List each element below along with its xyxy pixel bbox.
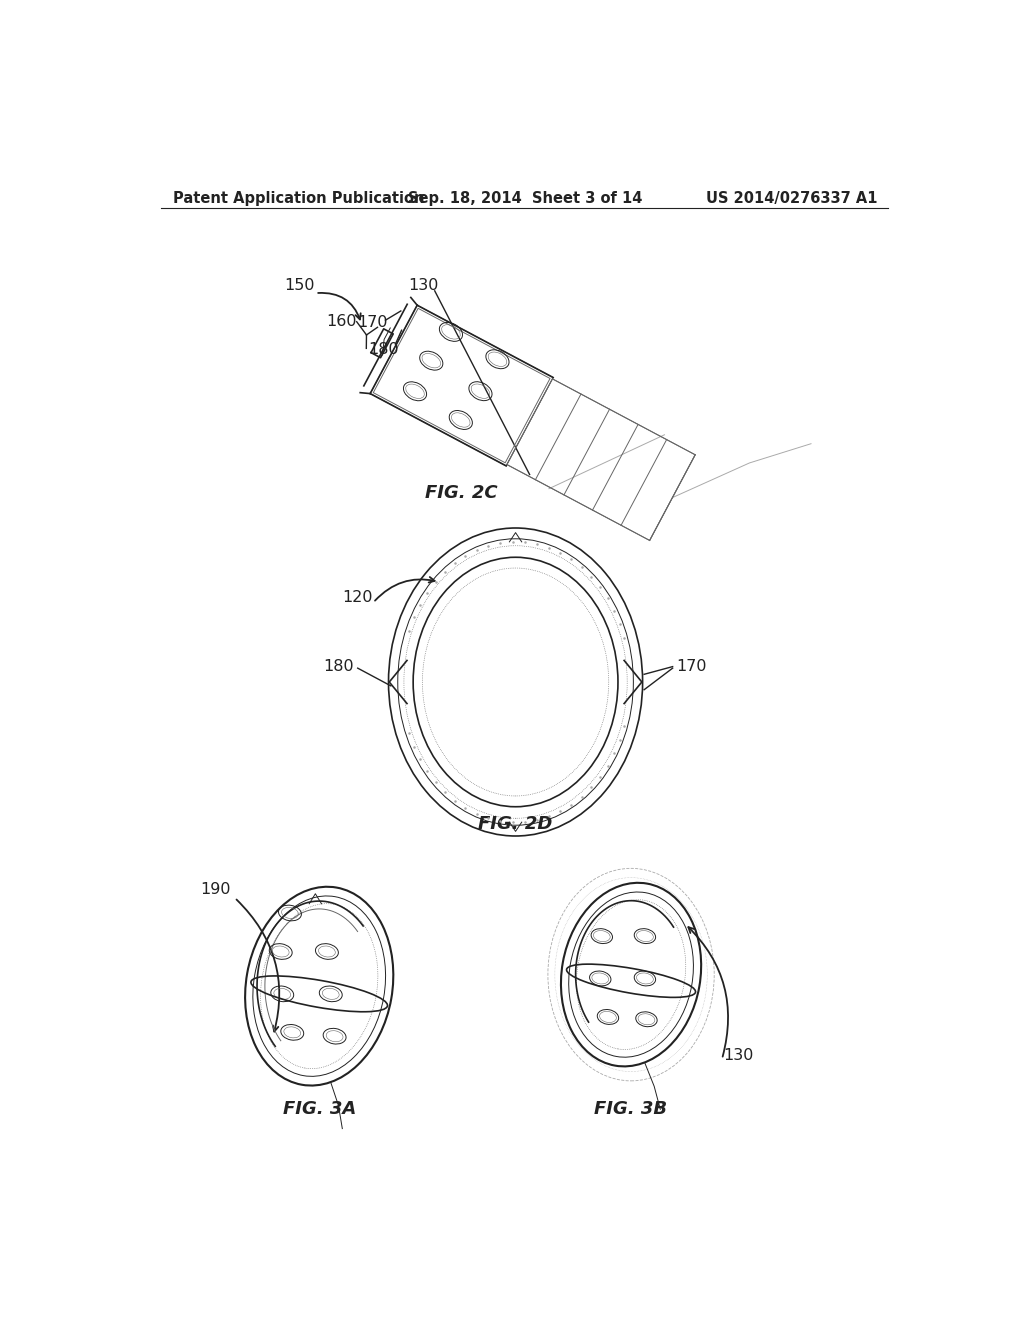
Text: 170: 170 <box>677 659 707 675</box>
Text: FIG. 2D: FIG. 2D <box>478 816 553 833</box>
Text: FIG. 3B: FIG. 3B <box>595 1101 668 1118</box>
Text: Patent Application Publication: Patent Application Publication <box>173 191 424 206</box>
Text: 150: 150 <box>285 279 315 293</box>
Text: 120: 120 <box>342 590 373 605</box>
Text: US 2014/0276337 A1: US 2014/0276337 A1 <box>706 191 878 206</box>
Text: 190: 190 <box>200 882 230 898</box>
Text: 130: 130 <box>408 279 438 293</box>
Text: Sep. 18, 2014  Sheet 3 of 14: Sep. 18, 2014 Sheet 3 of 14 <box>408 191 642 206</box>
Text: FIG. 3A: FIG. 3A <box>283 1101 355 1118</box>
Text: 160: 160 <box>326 314 356 329</box>
Text: 180: 180 <box>369 342 399 356</box>
Text: 170: 170 <box>357 315 388 330</box>
Text: 130: 130 <box>724 1048 754 1063</box>
Text: FIG. 2C: FIG. 2C <box>425 484 498 503</box>
Text: 180: 180 <box>324 659 353 675</box>
